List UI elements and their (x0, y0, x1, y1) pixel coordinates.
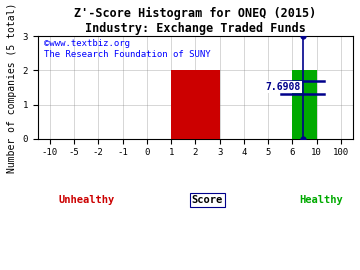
Text: ©www.textbiz.org: ©www.textbiz.org (44, 39, 130, 48)
Text: Unhealthy: Unhealthy (58, 195, 114, 205)
Text: The Research Foundation of SUNY: The Research Foundation of SUNY (44, 49, 211, 59)
Bar (171, 70, 220, 139)
Text: Score: Score (192, 195, 223, 205)
Text: 7.6908: 7.6908 (265, 82, 301, 92)
Text: Healthy: Healthy (300, 195, 343, 205)
Y-axis label: Number of companies (5 total): Number of companies (5 total) (7, 2, 17, 173)
Title: Z'-Score Histogram for ONEQ (2015)
Industry: Exchange Traded Funds: Z'-Score Histogram for ONEQ (2015) Indus… (74, 7, 316, 35)
Bar (292, 70, 317, 139)
